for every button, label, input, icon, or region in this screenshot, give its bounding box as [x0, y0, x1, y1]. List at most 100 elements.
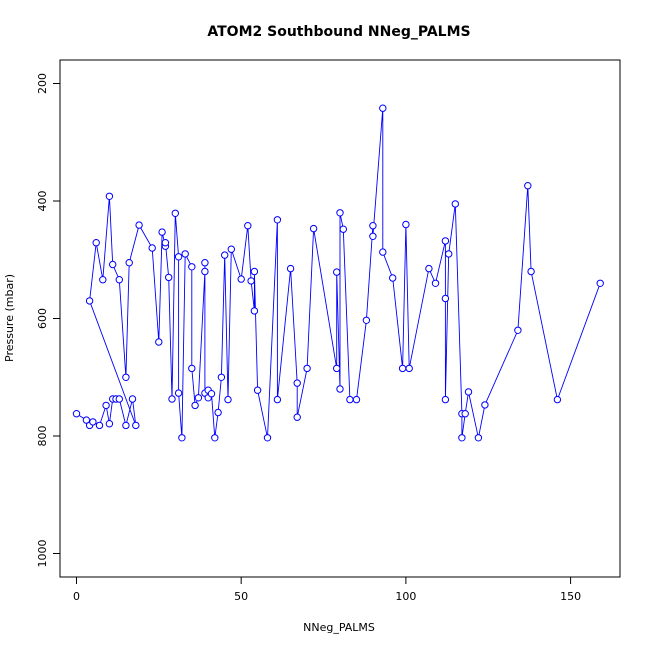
x-axis: 0 50 100 150 [73, 576, 581, 603]
data-point [115, 395, 124, 403]
data-point [178, 434, 186, 442]
data-point [174, 389, 183, 397]
data-point [221, 251, 229, 259]
data-point [481, 401, 489, 409]
x-tick-label: 0 [73, 590, 80, 603]
data-point [451, 200, 459, 208]
y-tick-label: 600 [36, 308, 49, 329]
data-point [89, 418, 97, 426]
data-point [263, 434, 272, 442]
data-point [346, 395, 354, 404]
data-point [174, 253, 183, 261]
data-point [217, 373, 226, 381]
data-point [464, 388, 473, 396]
data-point [171, 209, 180, 218]
data-point [431, 279, 440, 287]
data-point [155, 338, 163, 346]
data-point [336, 385, 344, 393]
data-point [303, 364, 311, 373]
data-point [273, 216, 282, 224]
data-point [425, 264, 433, 273]
data-point [237, 275, 245, 283]
data-point [441, 294, 450, 303]
data-point [333, 364, 341, 373]
data-point [95, 421, 104, 430]
series-points [72, 104, 604, 442]
data-point [161, 239, 170, 247]
data-point [596, 279, 604, 287]
data-point [105, 420, 114, 428]
data-point [379, 248, 387, 256]
data-point [224, 395, 232, 404]
data-point [441, 395, 450, 404]
data-point [247, 277, 255, 285]
data-point [333, 268, 341, 276]
y-tick-label: 200 [36, 73, 49, 94]
data-point [398, 364, 407, 373]
data-point [125, 259, 133, 267]
data-point [309, 224, 318, 233]
data-point [458, 434, 466, 442]
data-point [253, 386, 262, 394]
data-point [352, 395, 361, 404]
data-point [514, 326, 522, 334]
data-point [181, 250, 189, 258]
data-point [188, 263, 196, 271]
data-point [201, 259, 209, 267]
y-axis-label: Pressure (mbar) [3, 274, 16, 362]
data-point [369, 222, 377, 230]
data-point [339, 225, 347, 233]
data-point [201, 267, 209, 276]
data-point [128, 395, 137, 403]
data-point [214, 408, 222, 417]
data-point [286, 264, 295, 273]
data-point [474, 434, 483, 442]
data-point [135, 221, 143, 229]
data-point [293, 413, 301, 421]
data-point [165, 273, 173, 282]
data-point [553, 395, 562, 404]
data-point [389, 274, 397, 282]
data-point [72, 410, 81, 418]
data-point [99, 276, 107, 284]
data-point [244, 222, 252, 230]
data-point [148, 244, 156, 252]
data-point [461, 410, 469, 418]
data-point [105, 192, 114, 201]
data-point [273, 395, 282, 404]
data-point [191, 401, 199, 410]
x-tick-label: 100 [395, 590, 416, 603]
data-point [369, 232, 377, 241]
data-point [524, 182, 532, 190]
data-point [188, 364, 196, 373]
x-axis-label: NNeg_PALMS [303, 621, 375, 634]
data-point [85, 297, 94, 305]
y-axis: 200 400 600 800 1000 [36, 73, 61, 568]
data-point [379, 104, 387, 112]
data-point [158, 228, 166, 236]
data-point [250, 307, 259, 315]
data-point [441, 237, 450, 245]
y-tick-label: 400 [36, 191, 49, 212]
data-point [227, 245, 236, 253]
x-tick-label: 150 [560, 590, 581, 603]
data-point [132, 421, 140, 430]
data-point [122, 421, 130, 430]
data-point [92, 239, 100, 247]
y-tick-label: 1000 [36, 540, 49, 568]
data-point [211, 434, 219, 442]
data-point [207, 390, 216, 398]
data-point [115, 276, 124, 284]
data-point [82, 416, 91, 424]
x-tick-label: 50 [234, 590, 248, 603]
chart-title: ATOM2 Southbound NNeg_PALMS [207, 24, 470, 40]
y-tick-label: 800 [36, 426, 49, 447]
data-point [527, 267, 535, 276]
data-point [102, 401, 110, 410]
data-point [250, 267, 259, 276]
data-point [402, 220, 410, 229]
data-point [168, 395, 176, 403]
data-point [194, 394, 203, 402]
data-point [445, 250, 453, 258]
